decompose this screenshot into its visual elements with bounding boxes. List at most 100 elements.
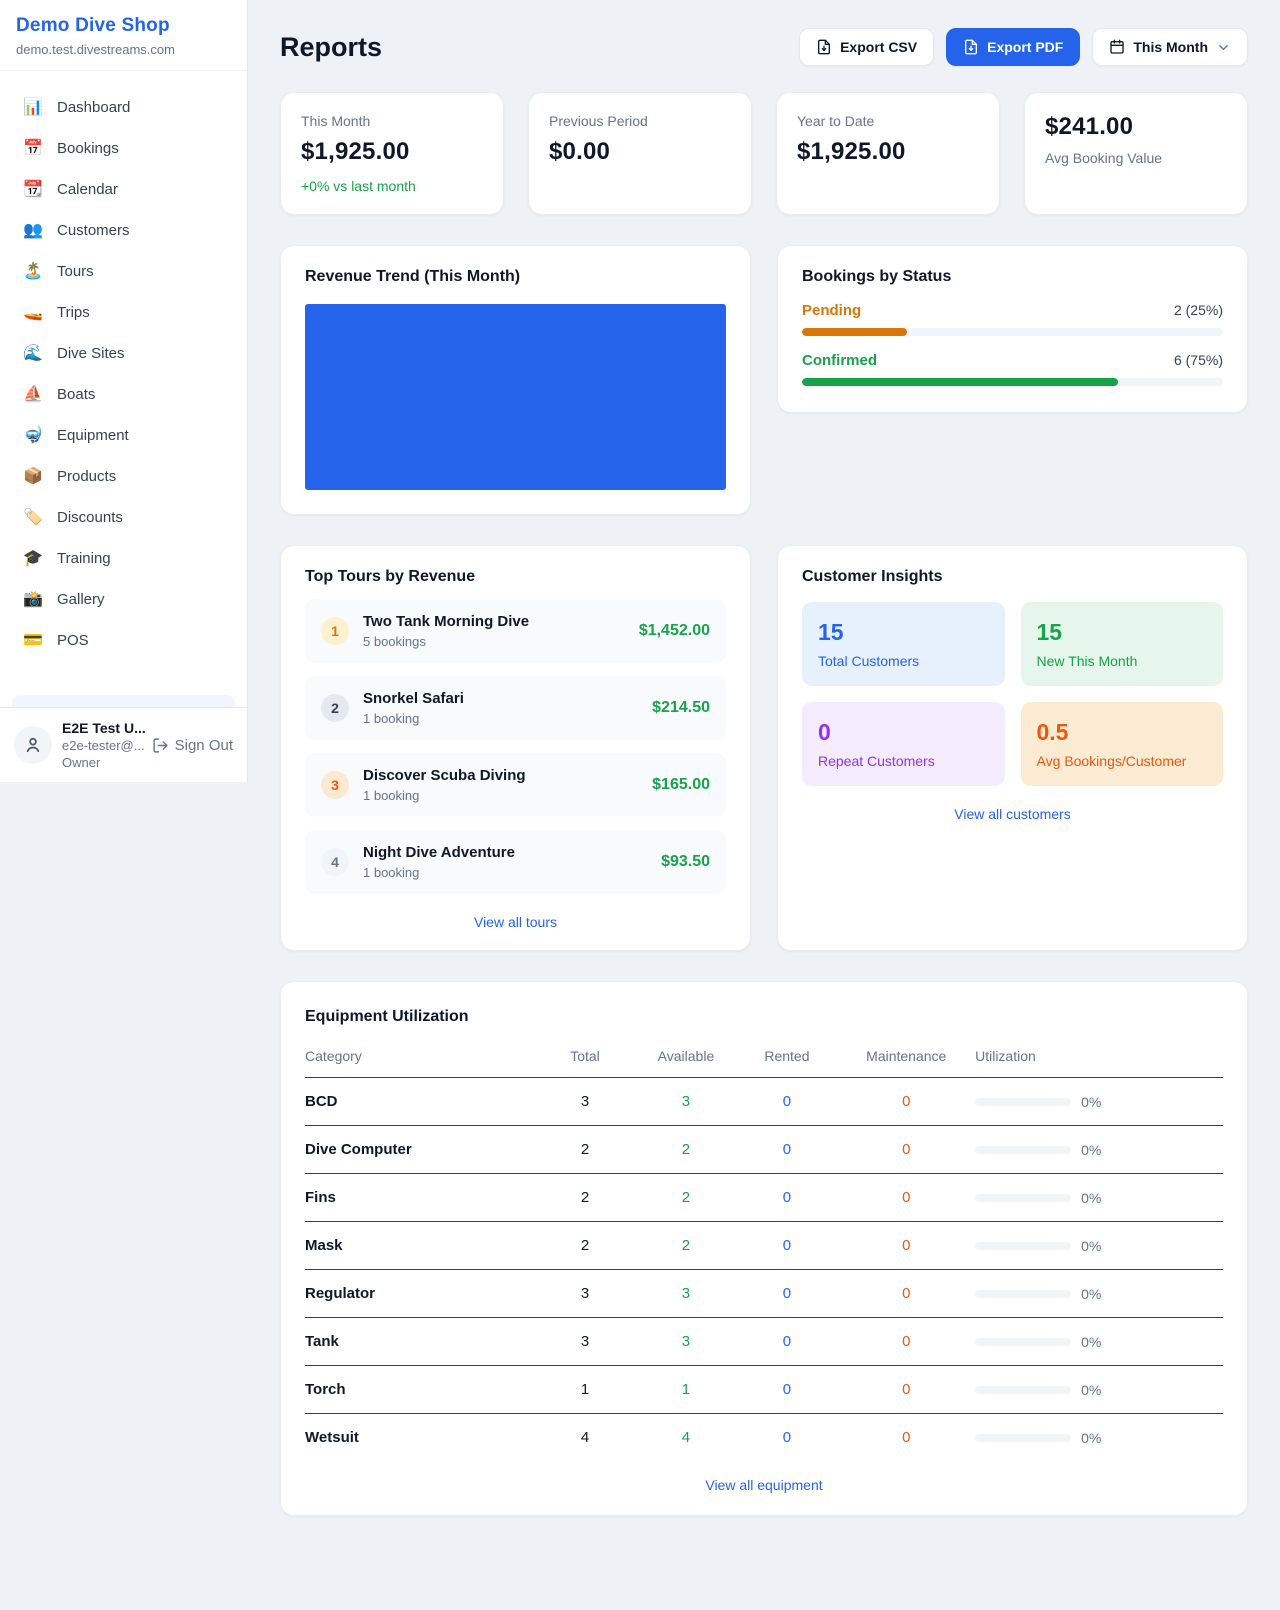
- cell-available: 3: [635, 1269, 737, 1318]
- sidebar-item-trips[interactable]: 🚤 Trips: [12, 292, 235, 332]
- log-out-icon: [153, 737, 168, 753]
- equipment-table: Category Total Available Rented Maintena…: [305, 1038, 1223, 1461]
- export-pdf-label: Export PDF: [987, 39, 1064, 55]
- main-content: Reports Export CSV Export PDF This Month: [248, 0, 1280, 1556]
- utilization-bar: [975, 1289, 1072, 1298]
- view-all-tours-link[interactable]: View all tours: [473, 914, 557, 930]
- speedboat-icon: 🚤: [23, 304, 43, 321]
- utilization-cell: 0%: [975, 1286, 1223, 1302]
- stats-grid: This Month $1,925.00 +0% vs last month P…: [280, 92, 1248, 215]
- sidebar-item-dive-sites[interactable]: 🌊 Dive Sites: [12, 333, 235, 373]
- chevron-down-icon: [1219, 44, 1228, 50]
- calendar-icon: [1110, 39, 1125, 54]
- brand-name[interactable]: Demo Dive Shop: [16, 15, 170, 36]
- stat-label: This Month: [301, 113, 371, 129]
- tile-label: New This Month: [1036, 653, 1138, 669]
- stat-card-year-to-date: Year to Date $1,925.00: [776, 92, 1000, 215]
- utilization-percent: 0%: [1081, 1093, 1102, 1110]
- sidebar-item-training[interactable]: 🎓 Training: [12, 538, 235, 578]
- cell-maintenance: 0: [837, 1365, 976, 1414]
- period-dropdown[interactable]: This Month: [1092, 28, 1248, 66]
- view-all-equipment-link[interactable]: View all equipment: [705, 1477, 823, 1493]
- sidebar-item-equipment[interactable]: 🤿 Equipment: [12, 415, 235, 455]
- utilization-cell: 0%: [975, 1430, 1223, 1446]
- charts-row: Revenue Trend (This Month) Bookings by S…: [280, 245, 1248, 515]
- tour-row: 3 Discover Scuba Diving 1 booking $165.0…: [305, 753, 726, 817]
- sidebar-item-label: Dive Sites: [57, 344, 125, 362]
- tile-label: Total Customers: [818, 653, 920, 669]
- cell-maintenance: 0: [837, 1173, 976, 1222]
- table-row: Tank 3 3 0 0 0%: [305, 1317, 1223, 1366]
- tour-name: Discover Scuba Diving: [363, 767, 526, 784]
- camera-icon: 📸: [23, 591, 43, 608]
- status-row-pending: Pending 2 (25%): [802, 302, 1223, 336]
- cell-available: 2: [635, 1221, 737, 1270]
- sidebar: Demo Dive Shop demo.test.divestreams.com…: [0, 0, 248, 782]
- credit-card-icon: 💳: [23, 632, 43, 649]
- wave-icon: 🌊: [23, 345, 43, 362]
- tour-row: 1 Two Tank Morning Dive 5 bookings $1,45…: [305, 599, 726, 663]
- column-header: Available: [635, 1038, 737, 1078]
- period-label: This Month: [1133, 39, 1208, 55]
- cell-maintenance: 0: [837, 1317, 976, 1366]
- cell-total: 2: [534, 1125, 636, 1174]
- tour-bookings: 1 booking: [363, 865, 420, 880]
- table-row: Fins 2 2 0 0 0%: [305, 1173, 1223, 1222]
- cell-rented: 0: [736, 1365, 838, 1414]
- calendar-pad-icon: 📆: [23, 181, 43, 198]
- cell-category: Regulator: [305, 1269, 535, 1318]
- brand-block: Demo Dive Shop demo.test.divestreams.com: [0, 0, 247, 71]
- tour-bookings: 1 booking: [363, 788, 420, 803]
- export-pdf-button[interactable]: Export PDF: [946, 28, 1081, 66]
- sidebar-item-products[interactable]: 📦 Products: [12, 456, 235, 496]
- stat-card-previous-period: Previous Period $0.00: [528, 92, 752, 215]
- view-all-customers-link[interactable]: View all customers: [954, 806, 1071, 822]
- sign-out-button[interactable]: Sign Out: [152, 737, 233, 754]
- stat-card-this-month: This Month $1,925.00 +0% vs last month: [280, 92, 504, 215]
- rank-badge: 2: [321, 694, 349, 722]
- tour-row: 2 Snorkel Safari 1 booking $214.50: [305, 676, 726, 740]
- progress-fill: [802, 378, 1118, 386]
- column-header: Total: [534, 1038, 636, 1078]
- export-csv-button[interactable]: Export CSV: [799, 28, 935, 66]
- sign-out-label: Sign Out: [174, 736, 233, 754]
- file-download-icon: [818, 39, 831, 55]
- cell-available: 2: [635, 1125, 737, 1174]
- customer-insights-card: Customer Insights 15 Total Customers 15 …: [777, 545, 1248, 951]
- tag-icon: 🏷️: [23, 509, 43, 526]
- sidebar-item-boats[interactable]: ⛵ Boats: [12, 374, 235, 414]
- tour-name: Night Dive Adventure: [363, 844, 515, 861]
- bookings-by-status-card: Bookings by Status Pending 2 (25%) Confi…: [777, 245, 1248, 413]
- tour-amount: $165.00: [652, 776, 710, 793]
- sidebar-item-dashboard[interactable]: 📊 Dashboard: [12, 87, 235, 127]
- cell-total: 2: [534, 1173, 636, 1222]
- cell-category: Torch: [305, 1365, 535, 1414]
- tile-value: 15: [818, 619, 844, 645]
- sidebar-item-pos[interactable]: 💳 POS: [12, 620, 235, 660]
- page-title: Reports: [280, 31, 383, 62]
- sidebar-item-discounts[interactable]: 🏷️ Discounts: [12, 497, 235, 537]
- top-tours-card: Top Tours by Revenue 1 Two Tank Morning …: [280, 545, 751, 951]
- status-row-confirmed: Confirmed 6 (75%): [802, 352, 1223, 386]
- sidebar-item-calendar[interactable]: 📆 Calendar: [12, 169, 235, 209]
- utilization-bar: [975, 1145, 1072, 1154]
- revenue-trend-bar: [305, 304, 726, 490]
- sidebar-item-customers[interactable]: 👥 Customers: [12, 210, 235, 250]
- cell-rented: 0: [736, 1077, 838, 1126]
- table-row: Wetsuit 4 4 0 0 0%: [305, 1414, 1223, 1462]
- cell-total: 2: [534, 1221, 636, 1270]
- cell-category: Fins: [305, 1173, 535, 1222]
- sidebar-item-active-partial[interactable]: [12, 695, 235, 707]
- sidebar-item-bookings[interactable]: 📅 Bookings: [12, 128, 235, 168]
- bookings-by-status-title: Bookings by Status: [802, 268, 952, 285]
- cell-rented: 0: [736, 1269, 838, 1318]
- stat-value: $0.00: [549, 138, 611, 165]
- file-download-icon: [965, 39, 978, 55]
- sidebar-item-label: Products: [57, 467, 117, 485]
- sidebar-item-gallery[interactable]: 📸 Gallery: [12, 579, 235, 619]
- stat-value: $1,925.00: [797, 138, 906, 165]
- tour-name: Two Tank Morning Dive: [363, 613, 530, 630]
- cell-category: Wetsuit: [305, 1429, 359, 1446]
- stat-value: $241.00: [1045, 113, 1134, 140]
- sidebar-item-tours[interactable]: 🏝️ Tours: [12, 251, 235, 291]
